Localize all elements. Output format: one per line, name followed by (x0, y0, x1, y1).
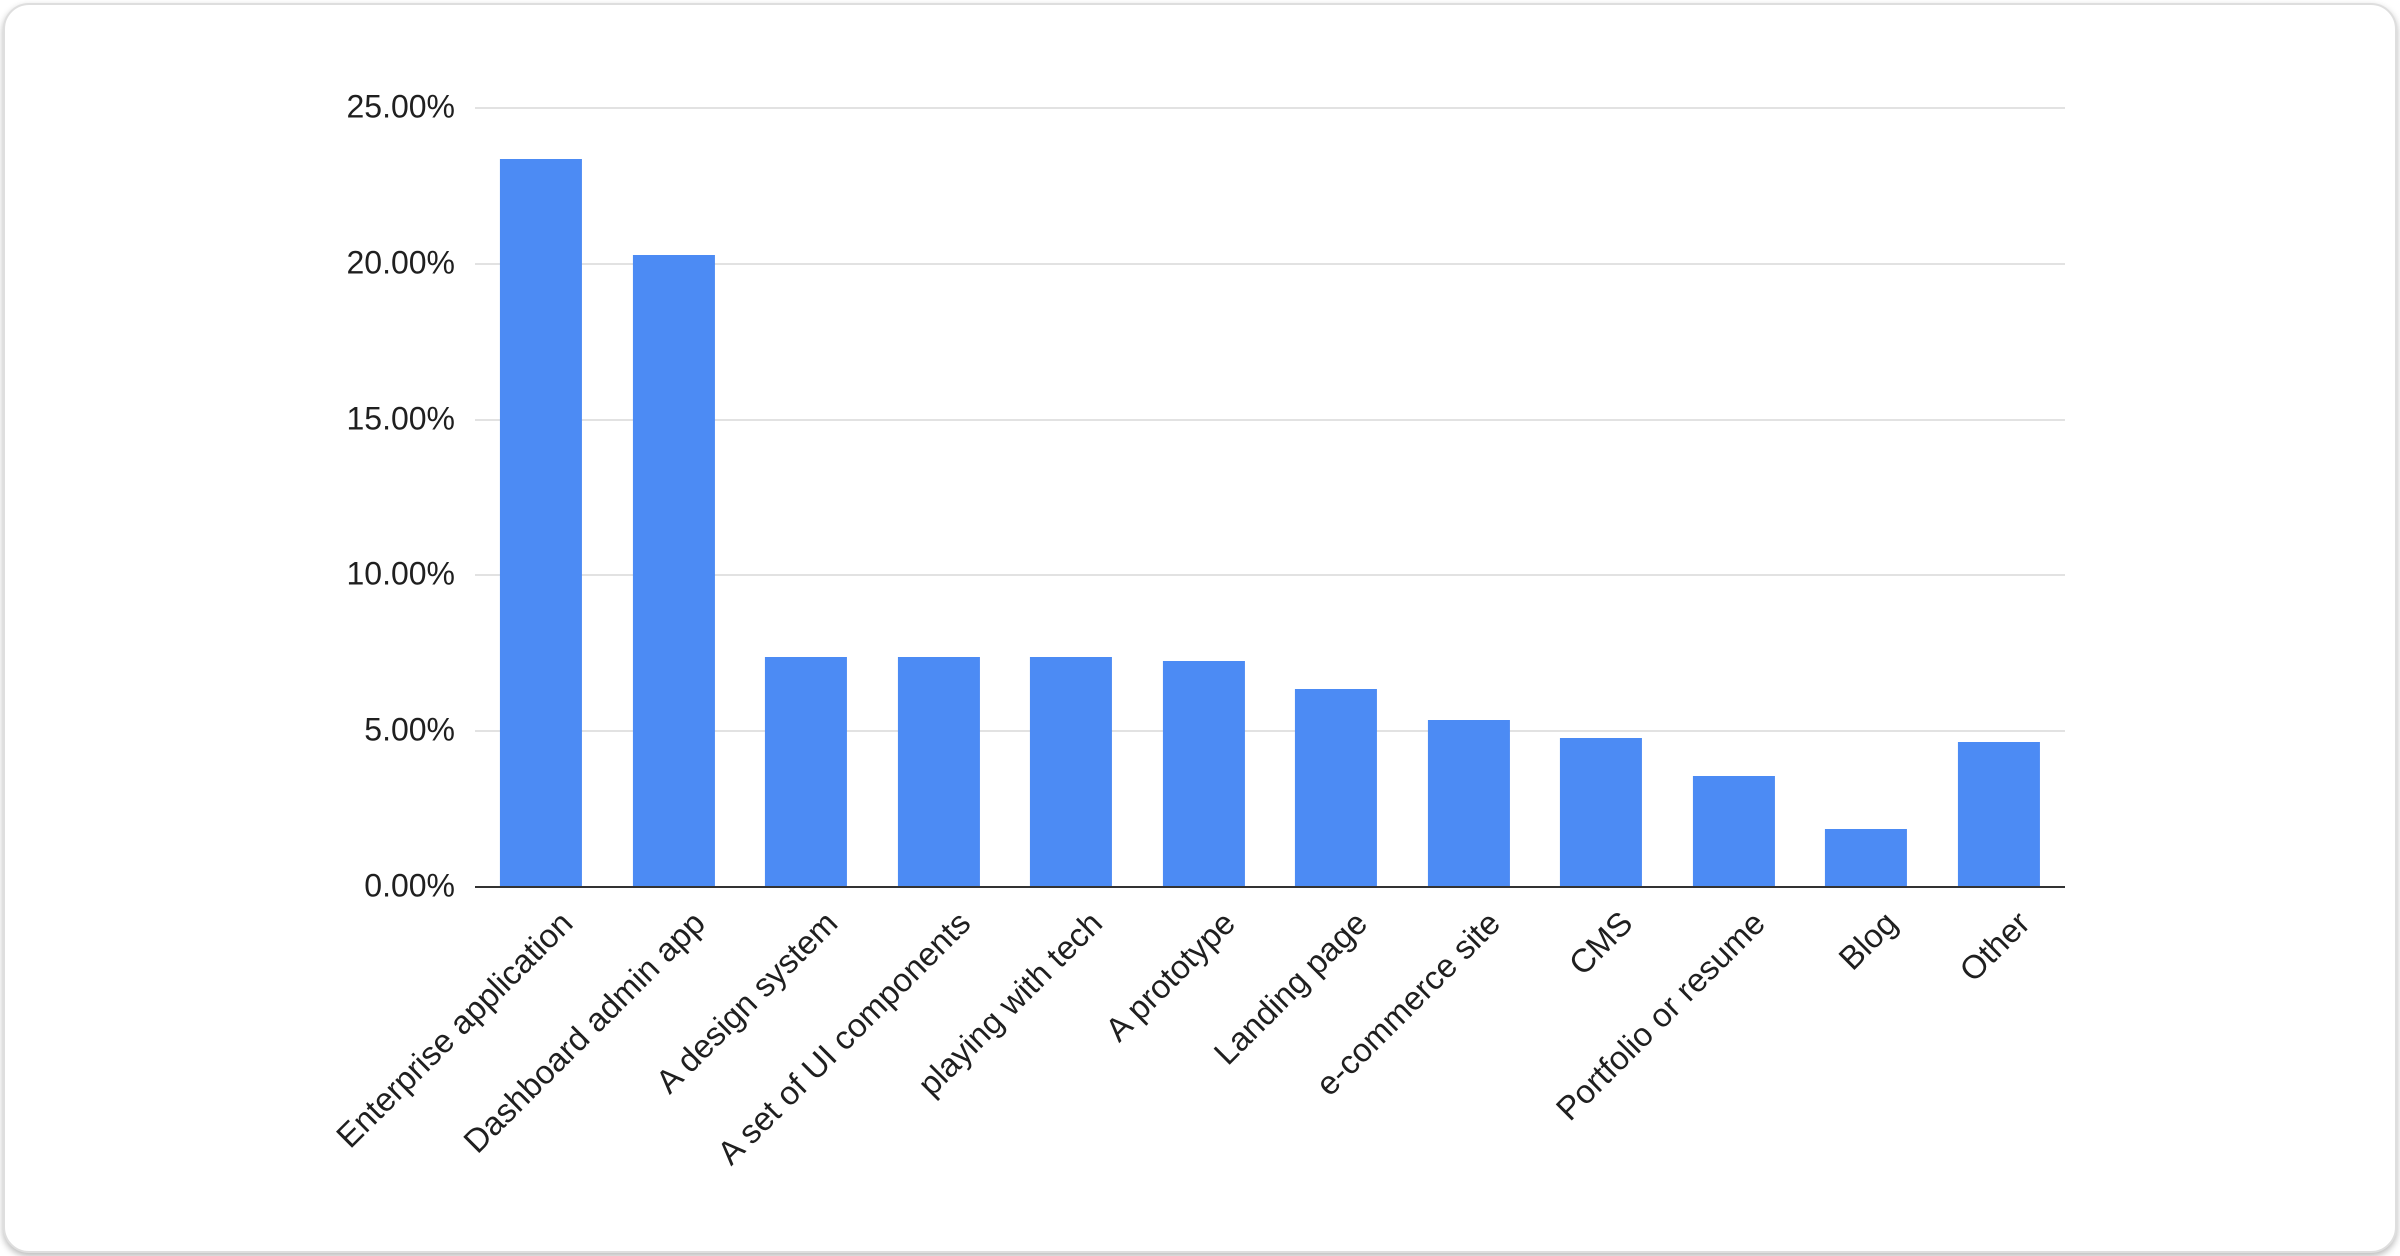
bar (1957, 741, 2040, 888)
bar-slot (873, 109, 1006, 888)
x-axis-label: CMS (1561, 904, 1640, 983)
plot-area: 0.00% 5.00% 10.00% 15.00% 20.00% 25.00% (346, 89, 2065, 904)
x-label-slot: Blog (1800, 888, 1933, 1228)
bar-slot (608, 109, 741, 888)
y-axis-tick-label: 10.00% (346, 555, 455, 592)
chart-card: 0.00% 5.00% 10.00% 15.00% 20.00% 25.00% Enter… (3, 3, 2397, 1253)
y-axis-tick-label: 20.00% (346, 244, 455, 281)
bar (1162, 660, 1245, 888)
bar (1560, 738, 1643, 888)
bar-slot (1800, 109, 1933, 888)
y-axis-tick-label: 15.00% (346, 400, 455, 437)
x-axis-label: Blog (1831, 904, 1905, 977)
gridline: 5.00% (364, 712, 2065, 748)
bar-slot (1403, 109, 1536, 888)
x-label-slot: Portfolio or resume (1549, 888, 1801, 1228)
bar-slot (1933, 109, 2066, 888)
x-axis-baseline: 0.00% (364, 868, 2065, 904)
gridline: 20.00% (346, 244, 2065, 280)
gridline: 10.00% (346, 556, 2065, 592)
bar (1692, 775, 1775, 888)
x-axis-label: Other (1952, 904, 2037, 989)
bar (1295, 688, 1378, 888)
bar (1427, 719, 1510, 888)
x-axis-label: Enterprise application (328, 904, 580, 1155)
bar-slot (475, 109, 608, 888)
y-axis-tick-label: 0.00% (364, 867, 455, 904)
x-label-slot: A prototype (1098, 888, 1271, 1228)
bar-slot (1535, 109, 1668, 888)
x-label-slot: Other (1933, 888, 2066, 1228)
x-label-slot: e-commerce site (1308, 888, 1536, 1228)
bar-slot (1270, 109, 1403, 888)
bar-slot (1005, 109, 1138, 888)
bar (897, 657, 980, 888)
bar (1030, 657, 1113, 888)
bar (765, 657, 848, 888)
bar-slot (1138, 109, 1271, 888)
bars-container (475, 109, 2065, 888)
x-label-slot: playing with tech (911, 888, 1138, 1228)
x-axis-labels: Enterprise application Dashboard admin ap… (329, 888, 2066, 1228)
y-axis-tick-label: 25.00% (346, 88, 455, 125)
y-axis-tick-label: 5.00% (364, 711, 455, 748)
gridline: 15.00% (346, 400, 2065, 436)
bar-slot (1668, 109, 1801, 888)
bar (632, 255, 715, 888)
bar-slot (740, 109, 873, 888)
bar (1825, 828, 1908, 888)
gridline: 25.00% (346, 89, 2065, 125)
bar (500, 158, 583, 888)
